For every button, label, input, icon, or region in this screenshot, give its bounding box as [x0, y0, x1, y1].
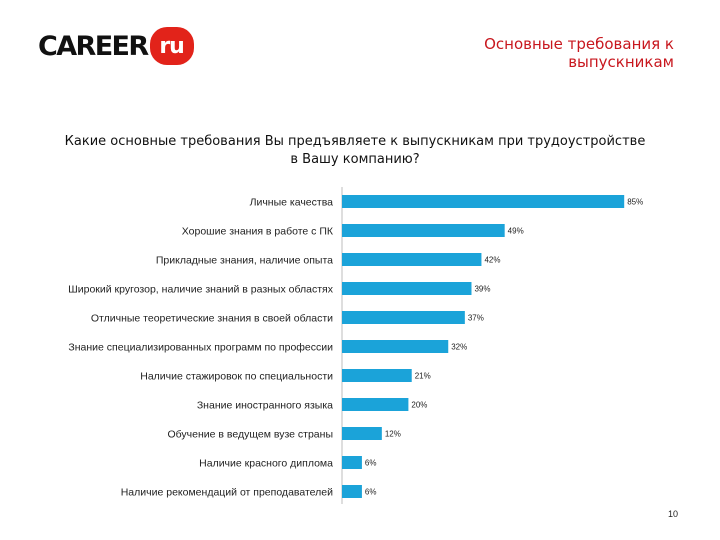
data-label: 85%	[627, 198, 643, 207]
bar	[342, 195, 625, 208]
data-label: 37%	[468, 314, 484, 323]
category-label: Широкий кругозор, наличие знаний в разны…	[68, 284, 334, 296]
bar	[342, 311, 465, 324]
data-label: 42%	[484, 256, 500, 265]
logo-wordmark: CAREER	[38, 30, 149, 62]
category-label: Прикладные знания, наличие опыта	[156, 255, 333, 267]
bar	[342, 485, 362, 498]
slide-title: Основные требования к выпускникам	[484, 35, 674, 71]
category-label: Наличие рекомендаций от преподавателей	[121, 487, 333, 499]
bar	[342, 224, 505, 237]
data-label: 21%	[415, 372, 431, 381]
career-ru-logo: CAREER ru	[38, 26, 194, 66]
category-label: Отличные теоретические знания в своей об…	[91, 313, 333, 325]
category-label: Обучение в ведущем вузе страны	[167, 429, 333, 441]
category-label: Знание иностранного языка	[197, 400, 333, 412]
data-label: 49%	[508, 227, 524, 236]
chart-title: Какие основные требования Вы предъявляет…	[64, 134, 646, 167]
category-label: Личные качества	[250, 197, 334, 209]
data-label: 32%	[451, 343, 467, 352]
data-label: 20%	[411, 401, 427, 410]
category-label: Хорошие знания в работе с ПК	[182, 226, 334, 238]
bar	[342, 369, 412, 382]
bar	[342, 427, 382, 440]
data-label: 6%	[365, 488, 377, 497]
data-label: 39%	[474, 285, 490, 294]
bar	[342, 456, 362, 469]
data-label: 6%	[365, 459, 377, 468]
category-label: Наличие красного диплома	[199, 458, 333, 470]
bar	[342, 282, 472, 295]
bar	[342, 340, 449, 353]
category-label: Наличие стажировок по специальности	[140, 371, 333, 383]
logo-ru-badge: ru	[149, 27, 194, 65]
data-label: 12%	[385, 430, 401, 439]
category-label: Знание специализированных программ по пр…	[68, 342, 333, 354]
page-number: 10	[667, 509, 678, 519]
bar	[342, 253, 482, 266]
bar	[342, 398, 409, 411]
